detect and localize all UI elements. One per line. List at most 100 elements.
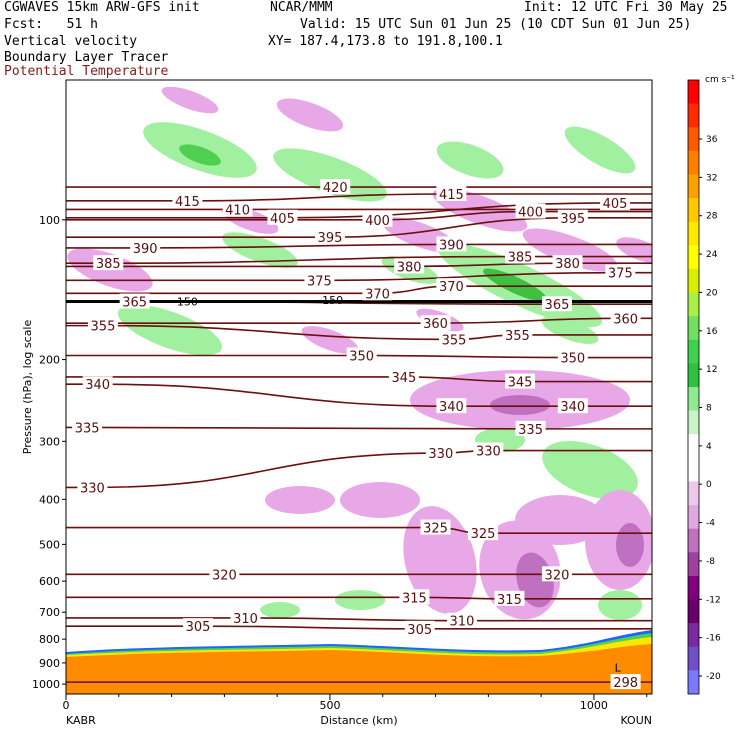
theta-label-bg <box>222 201 253 217</box>
theta-label: 350 <box>349 350 374 365</box>
theta-label: 405 <box>603 197 628 212</box>
theta-label: 385 <box>508 251 533 266</box>
theta-label: 305 <box>186 620 211 635</box>
theta-label: 325 <box>471 527 496 542</box>
theta-label: 355 <box>91 320 116 335</box>
theta-label: 365 <box>545 298 570 313</box>
theta-label: 375 <box>307 274 332 289</box>
colorbar-swatch <box>688 528 699 553</box>
valid-time: Valid: 15 UTC Sun 01 Jun 25 (10 CDT Sun … <box>300 17 692 32</box>
colorbar-tick-label: 12 <box>706 365 717 375</box>
theta-label-bg <box>77 479 108 495</box>
theta-label: 355 <box>505 329 530 344</box>
theta-label: 395 <box>560 212 585 227</box>
colorbar-swatch <box>688 670 699 695</box>
theta-label: 370 <box>439 280 464 295</box>
theta-label: 355 <box>442 333 467 348</box>
theta-label: 330 <box>476 445 501 460</box>
theta-label-bg <box>182 618 213 634</box>
colorbar-swatch <box>688 505 699 529</box>
theta-label-bg <box>439 331 470 347</box>
colorbar-tick-label: 28 <box>706 212 718 222</box>
org-label: NCAR/MMM <box>270 0 333 15</box>
colorbar-swatch <box>688 457 699 482</box>
y-tick-label: 400 <box>39 493 60 506</box>
theta-label-bg <box>72 419 103 435</box>
colorbar-swatch <box>688 387 699 411</box>
cross-section-endpoints: XY= 187.4,173.8 to 191.8,100.1 <box>268 34 503 49</box>
colorbar-tick-label: 32 <box>706 173 717 183</box>
theta-label: 390 <box>133 242 158 257</box>
theta-label: 380 <box>397 260 422 275</box>
x-tick-label: 1000 <box>580 699 608 712</box>
theta-contour-380 <box>66 262 652 268</box>
theta-label-bg <box>446 612 477 628</box>
theta-label: 415 <box>175 195 200 210</box>
colorbar-swatch <box>688 103 699 128</box>
colorbar-swatch <box>688 410 699 435</box>
colorbar-swatch <box>688 221 699 246</box>
theta-label-bg <box>505 373 536 389</box>
theta-label: 370 <box>365 287 390 302</box>
field-vertical-velocity: Vertical velocity <box>4 34 138 49</box>
theta-label-bg <box>82 376 113 392</box>
theta-label: 325 <box>423 522 448 537</box>
model-title: CGWAVES 15km ARW-GFS init <box>4 0 200 15</box>
theta-label: 385 <box>96 257 121 272</box>
colorbar-tick-label: 24 <box>706 250 718 260</box>
colorbar-tick-label: -12 <box>706 595 721 605</box>
theta-label-bg <box>541 566 572 582</box>
colorbar-swatch <box>688 434 699 459</box>
theta-label-bg <box>436 186 467 202</box>
colorbar-unit: cm s⁻¹ <box>705 75 735 85</box>
colorbar-swatch <box>688 150 699 175</box>
theta-contour-345 <box>66 376 652 383</box>
theta-label-bg <box>515 203 546 219</box>
theta-label-bg <box>605 264 636 280</box>
y-axis-label: Pressure (hPa), log scale <box>21 320 34 455</box>
theta-label: 330 <box>428 447 453 462</box>
theta-label-bg <box>362 211 393 227</box>
field-potential-temperature: Potential Temperature <box>4 64 169 79</box>
theta-label: 298 <box>613 676 638 691</box>
theta-label: 375 <box>608 267 633 282</box>
theta-label-bg <box>388 368 419 384</box>
colorbar-tick-label: 36 <box>706 135 718 145</box>
plot-frame <box>65 79 653 695</box>
init-time: Init: 12 UTC Fri 30 May 25 <box>524 0 728 15</box>
y-axis: 100 200 300 400 500 600 700 800 900 1000 <box>32 214 66 691</box>
theta-label-bg <box>87 317 118 333</box>
colorbar-tick-label: 4 <box>706 442 712 452</box>
theta-label: 410 <box>225 203 250 218</box>
theta-contour-310 <box>66 617 652 622</box>
theta-label-bg <box>473 442 504 458</box>
x-end-label-left: KABR <box>66 714 96 727</box>
theta-contour-415 <box>66 193 652 202</box>
colorbar-tick-label: 8 <box>706 404 712 414</box>
theta-contour-315 <box>66 596 652 600</box>
theta-label: 415 <box>439 188 464 203</box>
theta-label: 340 <box>85 378 110 393</box>
theta-label-bg <box>93 255 124 271</box>
theta-label-bg <box>314 229 345 245</box>
y-tick-label: 200 <box>39 354 60 367</box>
colorbar-swatch <box>688 575 699 600</box>
colorbar-swatch <box>688 292 699 317</box>
theta-label-bg <box>130 239 161 255</box>
theta-label-bg <box>610 674 641 690</box>
x-tick-label: 500 <box>319 699 340 712</box>
theta-label: 360 <box>423 317 448 332</box>
x-axis: 0 500 1000 <box>63 694 648 712</box>
colorbar-swatch <box>688 481 699 506</box>
theta-label: 390 <box>439 238 464 253</box>
colorbar-swatch <box>688 339 699 364</box>
colorbar-tick-label: 16 <box>706 327 718 337</box>
colorbar: 36 32 28 24 20 16 12 8 4 0 -4 -8 -12 -16 -20 <box>687 79 721 695</box>
theta-label: 335 <box>518 423 543 438</box>
theta-contour-390 <box>66 243 652 249</box>
theta-label-bg <box>425 445 456 461</box>
theta-label-bg <box>346 347 377 363</box>
colorbar-swatch <box>688 198 699 222</box>
theta-label: 310 <box>233 612 258 627</box>
theta-label-bg <box>436 236 467 252</box>
